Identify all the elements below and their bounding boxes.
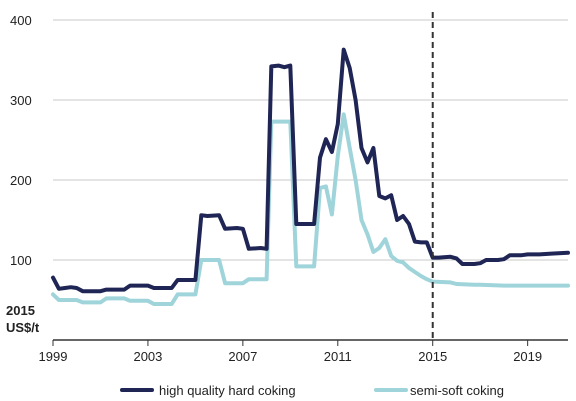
series-lines [51,47,570,306]
y-tick-label: 300 [10,93,32,108]
legend-label-1: semi-soft coking [410,383,504,398]
series-line-1 [51,112,570,306]
x-tick-label: 1999 [39,349,68,364]
series-line-0 [51,47,570,294]
y-tick-label: 200 [10,173,32,188]
y-tick-labels: 100 200 300 400 [10,13,32,268]
y-tick-label: 400 [10,13,32,28]
y-tick-label: 100 [10,253,32,268]
x-tick-label: 2019 [513,349,542,364]
x-tick-label: 2003 [133,349,162,364]
legend-label-0: high quality hard coking [159,383,296,398]
x-tick-label: 2007 [228,349,257,364]
legend: high quality hard coking semi-soft coking [120,383,504,398]
x-tick-label: 2011 [324,349,352,364]
x-tick-label: 2015 [418,349,447,364]
unit-label-line-2: US$/t [6,320,40,335]
unit-label-line-1: 2015 [6,303,35,318]
x-ticks: 1999 2003 2007 2011 2015 2019 [39,340,542,364]
